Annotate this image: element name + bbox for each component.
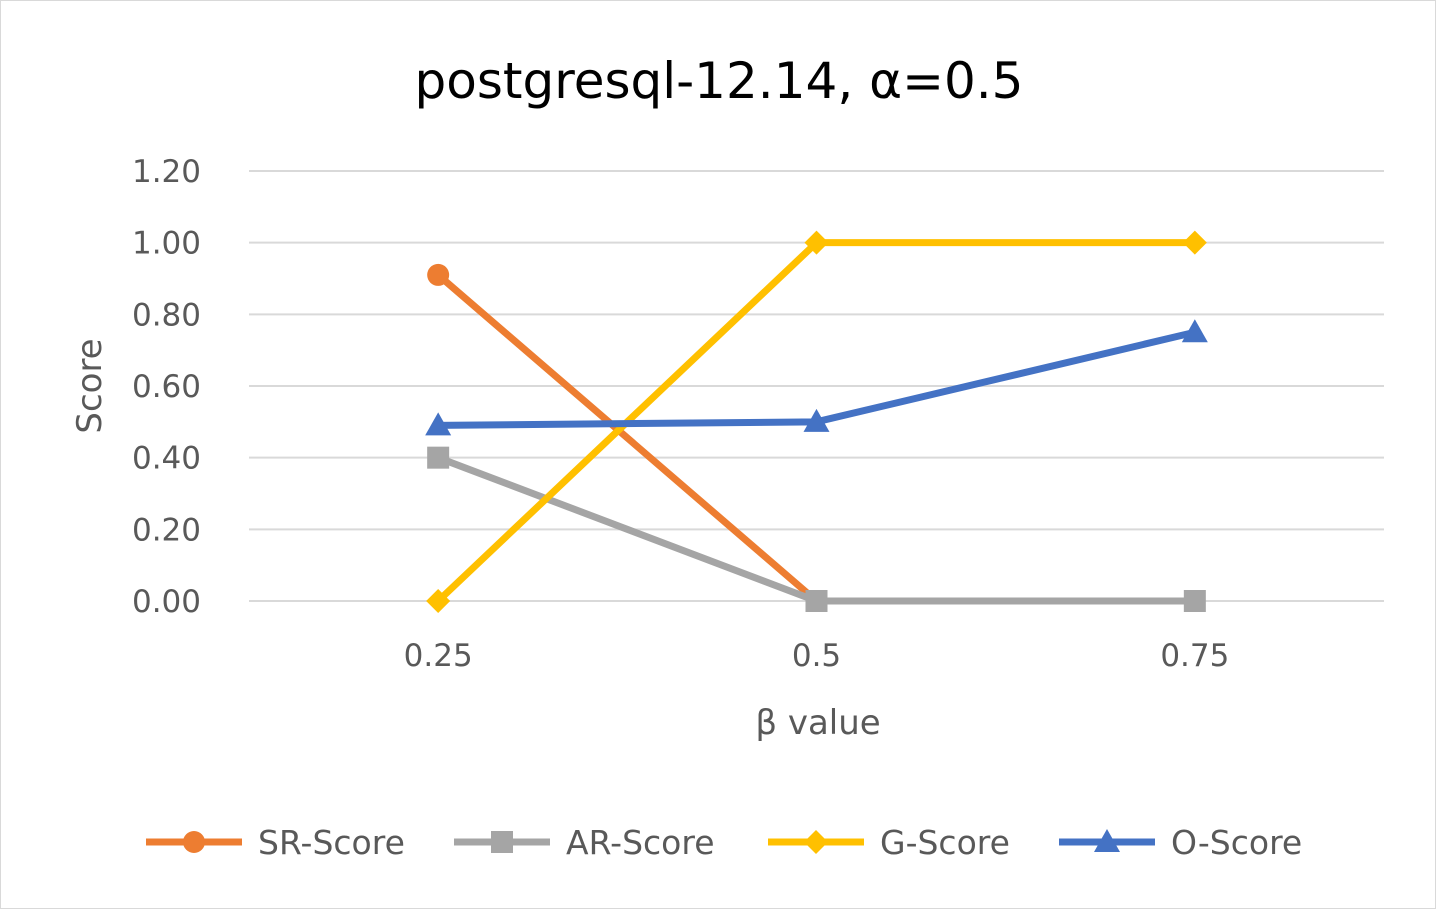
legend-label: O-Score xyxy=(1171,823,1302,862)
data-point xyxy=(426,589,451,613)
y-tick-label: 1.00 xyxy=(132,226,201,262)
series-sr-score xyxy=(427,263,828,612)
series-g-score xyxy=(426,230,1207,613)
data-point xyxy=(425,412,452,436)
data-point xyxy=(1181,319,1208,343)
y-tick-label: 1.20 xyxy=(132,154,201,190)
data-point xyxy=(427,446,450,469)
series-line xyxy=(434,271,820,605)
legend: SR-Score AR-Score G-Score O-Score xyxy=(146,823,1302,862)
legend-marker xyxy=(183,831,205,853)
legend-item: G-Score xyxy=(768,823,1010,862)
y-axis-ticks: 0.00 0.20 0.40 0.60 0.80 1.00 1.20 xyxy=(132,154,201,620)
legend-item: O-Score xyxy=(1059,823,1302,862)
y-tick-label: 0.80 xyxy=(132,297,201,333)
legend-marker xyxy=(804,830,828,854)
legend-item: AR-Score xyxy=(454,823,715,862)
legend-label: AR-Score xyxy=(566,823,715,862)
y-tick-label: 0.60 xyxy=(132,369,201,405)
x-tick-label: 0.25 xyxy=(404,638,473,674)
x-tick-label: 0.75 xyxy=(1160,638,1229,674)
data-point xyxy=(804,230,829,255)
x-tick-label: 0.5 xyxy=(792,638,841,674)
legend-label: SR-Score xyxy=(258,823,405,862)
series-layer xyxy=(425,230,1208,613)
y-tick-label: 0.20 xyxy=(132,512,201,548)
x-axis-label: β value xyxy=(755,703,880,743)
data-point xyxy=(1183,590,1206,612)
data-point xyxy=(1182,230,1207,255)
series-ar-score xyxy=(427,446,1206,612)
data-point xyxy=(427,263,450,286)
data-point xyxy=(803,408,830,432)
y-axis-label: Score xyxy=(70,338,110,433)
data-point xyxy=(805,590,828,612)
series-o-score xyxy=(425,319,1208,436)
chart-title: postgresql-12.14, α=0.5 xyxy=(415,52,1024,110)
legend-label: G-Score xyxy=(880,823,1010,862)
legend-item: SR-Score xyxy=(146,823,405,862)
y-tick-label: 0.40 xyxy=(132,441,201,477)
x-axis-ticks: 0.25 0.5 0.75 xyxy=(404,638,1230,674)
legend-marker xyxy=(1094,829,1120,852)
legend-marker xyxy=(491,831,513,853)
y-tick-label: 0.00 xyxy=(132,584,201,620)
